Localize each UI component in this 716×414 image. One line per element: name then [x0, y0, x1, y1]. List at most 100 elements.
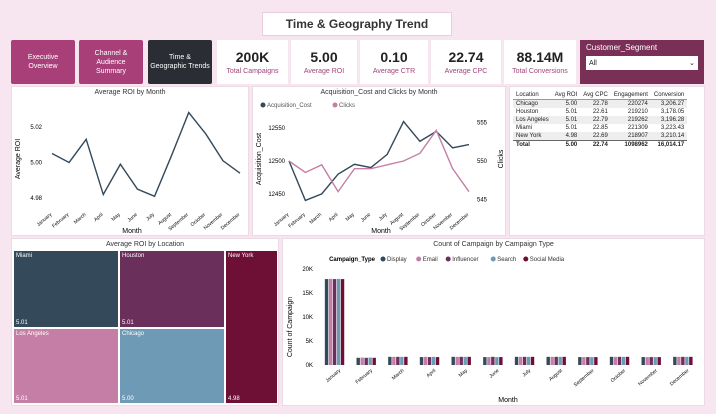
bar: [621, 356, 626, 365]
bar: [677, 356, 681, 365]
bar: [558, 356, 562, 365]
treemap-cell-chicago[interactable]: Chicago 5.00: [120, 329, 224, 403]
y-axis-label: Average ROI: [15, 139, 22, 179]
bar: [613, 356, 618, 365]
treemap-cell-name: Miami: [16, 253, 32, 259]
x-tick-label: July: [521, 368, 532, 379]
treemap-cell-name: Los Angeles: [16, 331, 49, 337]
table-cell: New York: [513, 132, 552, 141]
kpi-label: Total Campaigns: [226, 68, 279, 75]
kpi-value: 22.74: [448, 49, 484, 65]
x-tick-label: January: [325, 368, 343, 384]
legend-marker: [523, 256, 529, 262]
nav-channel-audience-button[interactable]: Channel & Audience Summary: [79, 40, 143, 84]
bar: [459, 356, 463, 365]
bar: [499, 357, 503, 365]
table-cell: 5.01: [551, 116, 581, 124]
y-axis-label: Count of Campaign: [287, 297, 294, 357]
treemap-cell-los-angeles[interactable]: Los Angeles 5.01: [14, 329, 118, 403]
bar: [364, 357, 368, 365]
column-header[interactable]: Engagement: [610, 91, 651, 100]
bar: [435, 357, 440, 365]
table-cell: 219210: [627, 109, 648, 115]
legend-label: Influencer: [452, 257, 478, 263]
y-tick-label: 10K: [302, 315, 313, 321]
bar: [427, 357, 432, 365]
treemap-cell-new-york[interactable]: New York 4.98: [226, 251, 277, 403]
legend-marker: [332, 102, 338, 108]
y-tick-label: 12450: [268, 192, 285, 198]
slicer-label: Customer_Segment: [586, 43, 658, 52]
bar: [554, 356, 558, 365]
column-header[interactable]: Avg ROI: [551, 91, 581, 100]
y-tick-label: 12550: [268, 126, 285, 132]
bar: [673, 356, 677, 365]
legend-marker: [380, 256, 386, 262]
table-cell: 3,196.28: [650, 116, 688, 124]
treemap-cell-value: 4.98: [228, 396, 240, 402]
column-header[interactable]: Location: [513, 91, 552, 100]
legend-label: Clicks: [339, 103, 355, 109]
treemap-cell-miami[interactable]: Miami 5.01: [14, 251, 118, 327]
treemap-cell-houston[interactable]: Houston 5.01: [120, 251, 224, 327]
nav-executive-overview-button[interactable]: Executive Overview: [11, 40, 75, 84]
bar: [641, 357, 645, 365]
x-tick-label: May: [345, 212, 356, 223]
table-cell: 5.00: [551, 140, 581, 149]
customer-segment-slicer: Customer_Segment All ⌄: [580, 40, 704, 84]
kpi-card-average-roi: 5.00 Average ROI: [291, 40, 357, 84]
kpi-card-total-campaigns: 200K Total Campaigns: [217, 40, 288, 84]
chart-title: Acquisition_Cost and Clicks by Month: [320, 89, 438, 96]
y-tick-label: 15K: [302, 291, 313, 297]
table-cell: 22.61: [592, 109, 608, 115]
y2-tick-label: 555: [477, 121, 488, 127]
x-tick-label: March: [309, 212, 324, 226]
page-title: Time & Geography Trend: [262, 12, 452, 36]
column-header[interactable]: Conversion: [650, 91, 688, 100]
treemap-cell-name: Chicago: [122, 331, 145, 337]
bar: [657, 357, 661, 365]
bar: [467, 356, 471, 365]
x-tick-label: February: [287, 212, 307, 230]
table-cell: Total: [513, 140, 552, 149]
column-header[interactable]: Avg CPC: [580, 91, 611, 100]
bar: [685, 356, 689, 365]
y-tick-label: 12500: [268, 159, 285, 165]
table-cell: Miami: [516, 125, 532, 131]
y-tick-label: 20K: [302, 267, 313, 273]
legend-label: Display: [387, 257, 407, 263]
x-tick-label: February: [355, 368, 375, 386]
table-cell: 1098962: [610, 140, 651, 149]
bar: [546, 356, 550, 365]
bar: [689, 356, 693, 365]
bar: [582, 357, 586, 365]
x-tick-label: April: [93, 212, 105, 223]
bar: [372, 357, 376, 365]
treemap-cell-value: 5.00: [122, 396, 134, 402]
bar: [388, 356, 392, 365]
table-header-row: Location Avg ROI Avg CPC Engagement Conv…: [513, 91, 688, 100]
customer-segment-dropdown[interactable]: All ⌄: [586, 56, 698, 70]
bar: [526, 356, 531, 365]
bar: [491, 356, 495, 365]
x-tick-label: December: [220, 212, 242, 232]
x-tick-label: June: [127, 212, 139, 224]
x-tick-label: May: [458, 368, 469, 379]
nav-time-geographic-button[interactable]: Time & Geographic Trends: [148, 40, 212, 84]
treemap-cell-value: 5.01: [122, 320, 134, 326]
x-tick-label: August: [548, 368, 564, 383]
x-tick-label: September: [573, 368, 596, 389]
location-table-panel: Location Avg ROI Avg CPC Engagement Conv…: [509, 86, 705, 236]
x-tick-label: July: [378, 212, 389, 223]
bar: [324, 279, 329, 365]
bar: [483, 357, 487, 365]
bar: [617, 356, 622, 365]
y-tick-label: 0K: [306, 363, 313, 369]
bar: [578, 357, 582, 365]
bar: [586, 357, 590, 365]
bar: [332, 279, 337, 365]
kpi-card-total-conversions: 88.14M Total Conversions: [504, 40, 576, 84]
bar: [328, 278, 333, 365]
bar: [419, 357, 424, 365]
legend-label: Social Media: [530, 257, 565, 263]
